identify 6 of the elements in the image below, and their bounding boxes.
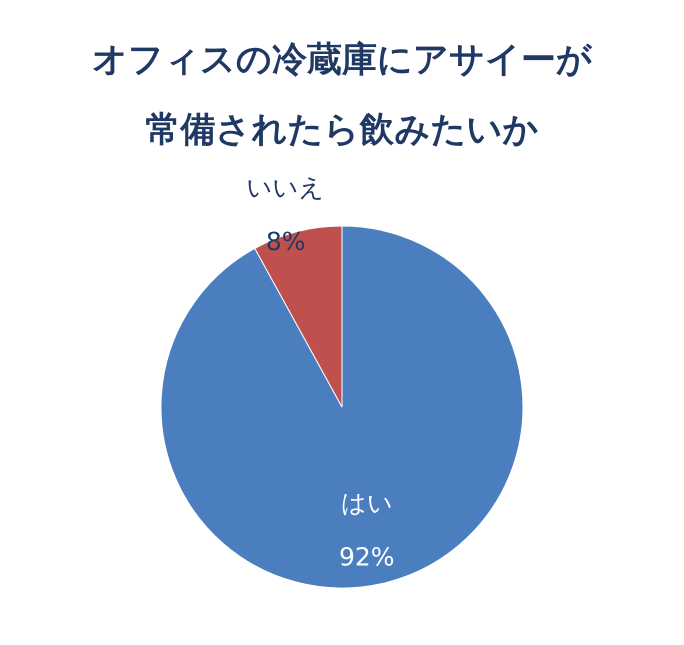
chart-title: オフィスの冷蔵庫にアサイーが常備されたら飲みたいか xyxy=(92,40,593,150)
data-label: 92% xyxy=(338,542,395,572)
slice-label: いいえ xyxy=(246,172,325,202)
pie-slice xyxy=(160,226,524,588)
data-label: 8% xyxy=(266,226,306,256)
slice-label: はい xyxy=(340,488,393,518)
